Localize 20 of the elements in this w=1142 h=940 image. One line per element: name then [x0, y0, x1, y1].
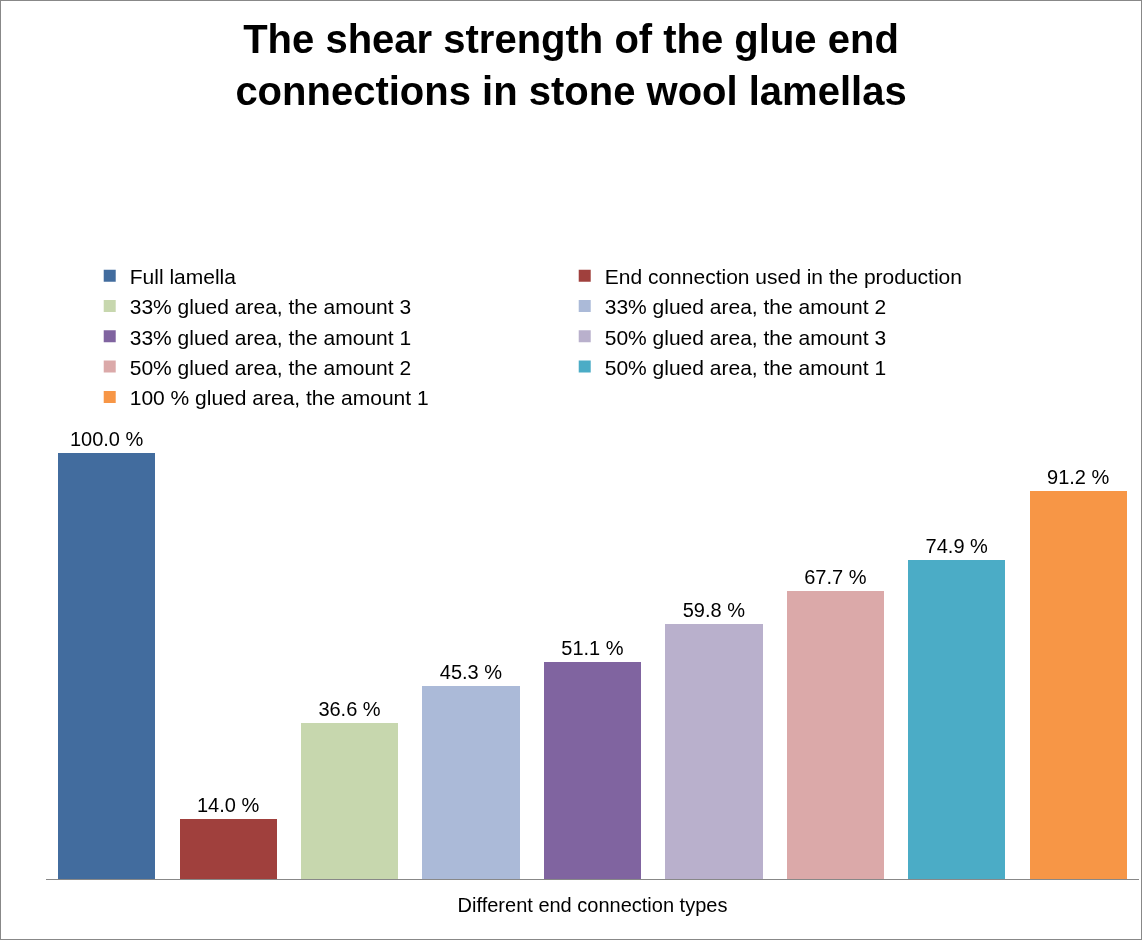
data-label: 100.0 % [69, 428, 144, 451]
legend-label: 33% glued area, the amount 3 [129, 295, 412, 319]
data-label: 14.0 % [196, 794, 260, 817]
legend-label: Full lamella [129, 264, 237, 288]
legend-label: 50% glued area, the amount 2 [129, 355, 412, 379]
data-label: 45.3 % [439, 661, 503, 684]
data-label: 36.6 % [318, 698, 381, 721]
legend-label: 50% glued area, the amount 3 [604, 325, 887, 349]
legend-label: End connection used in the production [604, 264, 962, 288]
data-label: 91.2 % [1047, 465, 1110, 488]
data-label: 59.8 % [682, 599, 746, 622]
legend-label: 100 % glued area, the amount 1 [129, 386, 429, 410]
x-axis-title: Different end connection types [457, 893, 728, 916]
data-label: 74.9 % [925, 535, 989, 558]
data-label: 67.7 % [804, 565, 867, 588]
data-label: 51.1 % [561, 636, 624, 659]
legend-label: 33% glued area, the amount 1 [129, 325, 412, 349]
legend-label: 50% glued area, the amount 1 [604, 355, 887, 379]
chart-title: The shear strength of the glue end connections in stone wool lamellas [235, 16, 907, 113]
legend-label: 33% glued area, the amount 2 [604, 295, 887, 319]
